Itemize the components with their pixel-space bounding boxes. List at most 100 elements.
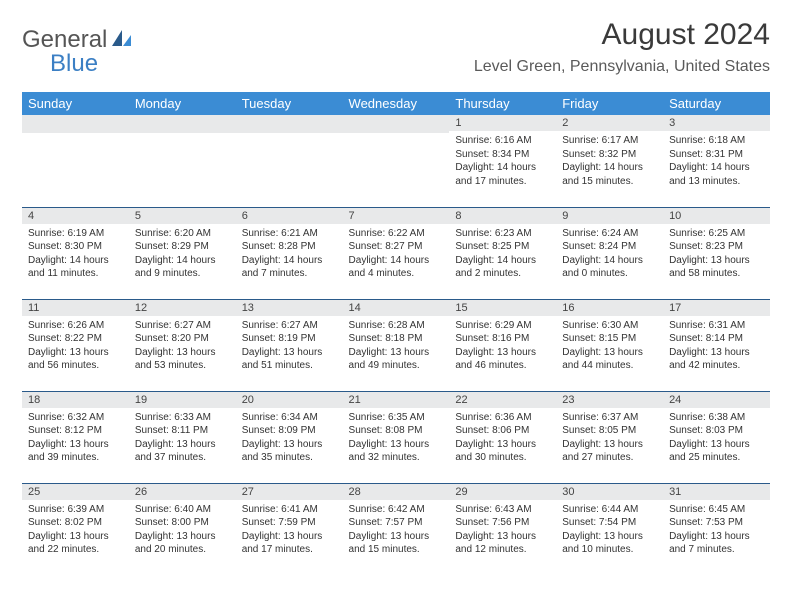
day-detail-line: Daylight: 14 hours (135, 254, 230, 268)
day-number: 13 (236, 300, 343, 316)
day-detail-line: Sunrise: 6:23 AM (455, 227, 550, 241)
day-detail-line: Sunrise: 6:42 AM (349, 503, 444, 517)
weekday-header: Saturday (663, 92, 770, 115)
day-detail-line: Sunrise: 6:29 AM (455, 319, 550, 333)
day-detail-line: Sunset: 8:15 PM (562, 332, 657, 346)
day-detail-line: Sunset: 8:24 PM (562, 240, 657, 254)
day-detail-line: Daylight: 13 hours (669, 438, 764, 452)
day-detail-line: Sunset: 7:56 PM (455, 516, 550, 530)
day-detail-line: Sunset: 7:57 PM (349, 516, 444, 530)
day-number: 4 (22, 208, 129, 224)
calendar-day-cell: 11Sunrise: 6:26 AMSunset: 8:22 PMDayligh… (22, 299, 129, 391)
calendar-day-cell: 16Sunrise: 6:30 AMSunset: 8:15 PMDayligh… (556, 299, 663, 391)
day-details: Sunrise: 6:19 AMSunset: 8:30 PMDaylight:… (22, 224, 129, 285)
day-details: Sunrise: 6:43 AMSunset: 7:56 PMDaylight:… (449, 500, 556, 561)
day-details: Sunrise: 6:32 AMSunset: 8:12 PMDaylight:… (22, 408, 129, 469)
day-detail-line: Daylight: 13 hours (28, 346, 123, 360)
day-number: 24 (663, 392, 770, 408)
day-detail-line: Daylight: 13 hours (455, 438, 550, 452)
day-detail-line: Sunrise: 6:17 AM (562, 134, 657, 148)
day-number: 21 (343, 392, 450, 408)
day-detail-line: Sunrise: 6:32 AM (28, 411, 123, 425)
day-detail-line: Daylight: 14 hours (455, 161, 550, 175)
day-detail-line: and 53 minutes. (135, 359, 230, 373)
calendar-day-cell: 14Sunrise: 6:28 AMSunset: 8:18 PMDayligh… (343, 299, 450, 391)
day-number: 28 (343, 484, 450, 500)
day-number: 11 (22, 300, 129, 316)
day-detail-line: Sunset: 8:05 PM (562, 424, 657, 438)
day-detail-line: Sunset: 8:11 PM (135, 424, 230, 438)
day-number: 15 (449, 300, 556, 316)
day-details: Sunrise: 6:16 AMSunset: 8:34 PMDaylight:… (449, 131, 556, 192)
day-detail-line: and 4 minutes. (349, 267, 444, 281)
day-detail-line: Sunset: 8:34 PM (455, 148, 550, 162)
day-detail-line: Sunset: 8:28 PM (242, 240, 337, 254)
day-detail-line: Sunrise: 6:38 AM (669, 411, 764, 425)
day-detail-line: and 12 minutes. (455, 543, 550, 557)
day-details: Sunrise: 6:21 AMSunset: 8:28 PMDaylight:… (236, 224, 343, 285)
day-number: 3 (663, 115, 770, 131)
day-detail-line: Sunrise: 6:41 AM (242, 503, 337, 517)
calendar-day-cell: 28Sunrise: 6:42 AMSunset: 7:57 PMDayligh… (343, 483, 450, 575)
day-detail-line: Daylight: 13 hours (562, 438, 657, 452)
day-detail-line: Sunrise: 6:36 AM (455, 411, 550, 425)
day-number: 22 (449, 392, 556, 408)
day-detail-line: Daylight: 13 hours (562, 346, 657, 360)
day-detail-line: Sunset: 8:12 PM (28, 424, 123, 438)
day-details: Sunrise: 6:40 AMSunset: 8:00 PMDaylight:… (129, 500, 236, 561)
day-detail-line: and 49 minutes. (349, 359, 444, 373)
calendar-day-cell: 9Sunrise: 6:24 AMSunset: 8:24 PMDaylight… (556, 207, 663, 299)
day-detail-line: Daylight: 13 hours (135, 438, 230, 452)
day-details: Sunrise: 6:25 AMSunset: 8:23 PMDaylight:… (663, 224, 770, 285)
calendar-day-cell: 5Sunrise: 6:20 AMSunset: 8:29 PMDaylight… (129, 207, 236, 299)
day-details: Sunrise: 6:28 AMSunset: 8:18 PMDaylight:… (343, 316, 450, 377)
calendar-day-cell (236, 115, 343, 207)
day-detail-line: Daylight: 14 hours (349, 254, 444, 268)
day-detail-line: Sunrise: 6:33 AM (135, 411, 230, 425)
day-detail-line: Sunset: 8:27 PM (349, 240, 444, 254)
day-details: Sunrise: 6:39 AMSunset: 8:02 PMDaylight:… (22, 500, 129, 561)
day-detail-line: Daylight: 13 hours (349, 438, 444, 452)
day-detail-line: Sunset: 7:53 PM (669, 516, 764, 530)
day-detail-line: Sunrise: 6:16 AM (455, 134, 550, 148)
calendar-day-cell: 22Sunrise: 6:36 AMSunset: 8:06 PMDayligh… (449, 391, 556, 483)
day-detail-line: and 17 minutes. (455, 175, 550, 189)
day-detail-line: Sunset: 8:03 PM (669, 424, 764, 438)
day-detail-line: Daylight: 13 hours (349, 530, 444, 544)
day-details: Sunrise: 6:23 AMSunset: 8:25 PMDaylight:… (449, 224, 556, 285)
day-number: 25 (22, 484, 129, 500)
calendar-day-cell: 25Sunrise: 6:39 AMSunset: 8:02 PMDayligh… (22, 483, 129, 575)
day-number: 18 (22, 392, 129, 408)
day-number: 16 (556, 300, 663, 316)
calendar-week-row: 1Sunrise: 6:16 AMSunset: 8:34 PMDaylight… (22, 115, 770, 207)
day-detail-line: Sunrise: 6:45 AM (669, 503, 764, 517)
calendar-day-cell: 12Sunrise: 6:27 AMSunset: 8:20 PMDayligh… (129, 299, 236, 391)
day-detail-line: and 46 minutes. (455, 359, 550, 373)
calendar-day-cell: 7Sunrise: 6:22 AMSunset: 8:27 PMDaylight… (343, 207, 450, 299)
day-detail-line: Sunrise: 6:27 AM (242, 319, 337, 333)
day-number: 9 (556, 208, 663, 224)
day-number: 23 (556, 392, 663, 408)
day-detail-line: Sunset: 8:02 PM (28, 516, 123, 530)
day-detail-line: Sunset: 8:29 PM (135, 240, 230, 254)
day-detail-line: and 27 minutes. (562, 451, 657, 465)
day-number: 10 (663, 208, 770, 224)
day-details: Sunrise: 6:22 AMSunset: 8:27 PMDaylight:… (343, 224, 450, 285)
day-detail-line: Sunrise: 6:25 AM (669, 227, 764, 241)
day-details: Sunrise: 6:42 AMSunset: 7:57 PMDaylight:… (343, 500, 450, 561)
day-details: Sunrise: 6:37 AMSunset: 8:05 PMDaylight:… (556, 408, 663, 469)
calendar-day-cell: 3Sunrise: 6:18 AMSunset: 8:31 PMDaylight… (663, 115, 770, 207)
calendar-day-cell: 26Sunrise: 6:40 AMSunset: 8:00 PMDayligh… (129, 483, 236, 575)
calendar-day-cell: 2Sunrise: 6:17 AMSunset: 8:32 PMDaylight… (556, 115, 663, 207)
day-detail-line: Sunrise: 6:27 AM (135, 319, 230, 333)
day-number: 17 (663, 300, 770, 316)
day-detail-line: and 22 minutes. (28, 543, 123, 557)
calendar-day-cell: 13Sunrise: 6:27 AMSunset: 8:19 PMDayligh… (236, 299, 343, 391)
calendar-day-cell: 24 Sunrise: 6:38 AMSunset: 8:03 PMDayligh… (663, 391, 770, 483)
title-block: August 2024 Level Green, Pennsylvania, U… (474, 18, 770, 76)
day-detail-line: Daylight: 14 hours (669, 161, 764, 175)
day-detail-line: Sunset: 8:16 PM (455, 332, 550, 346)
calendar-week-row: 25Sunrise: 6:39 AMSunset: 8:02 PMDayligh… (22, 483, 770, 575)
weekday-header: Wednesday (343, 92, 450, 115)
day-details: Sunrise: 6:27 AMSunset: 8:19 PMDaylight:… (236, 316, 343, 377)
